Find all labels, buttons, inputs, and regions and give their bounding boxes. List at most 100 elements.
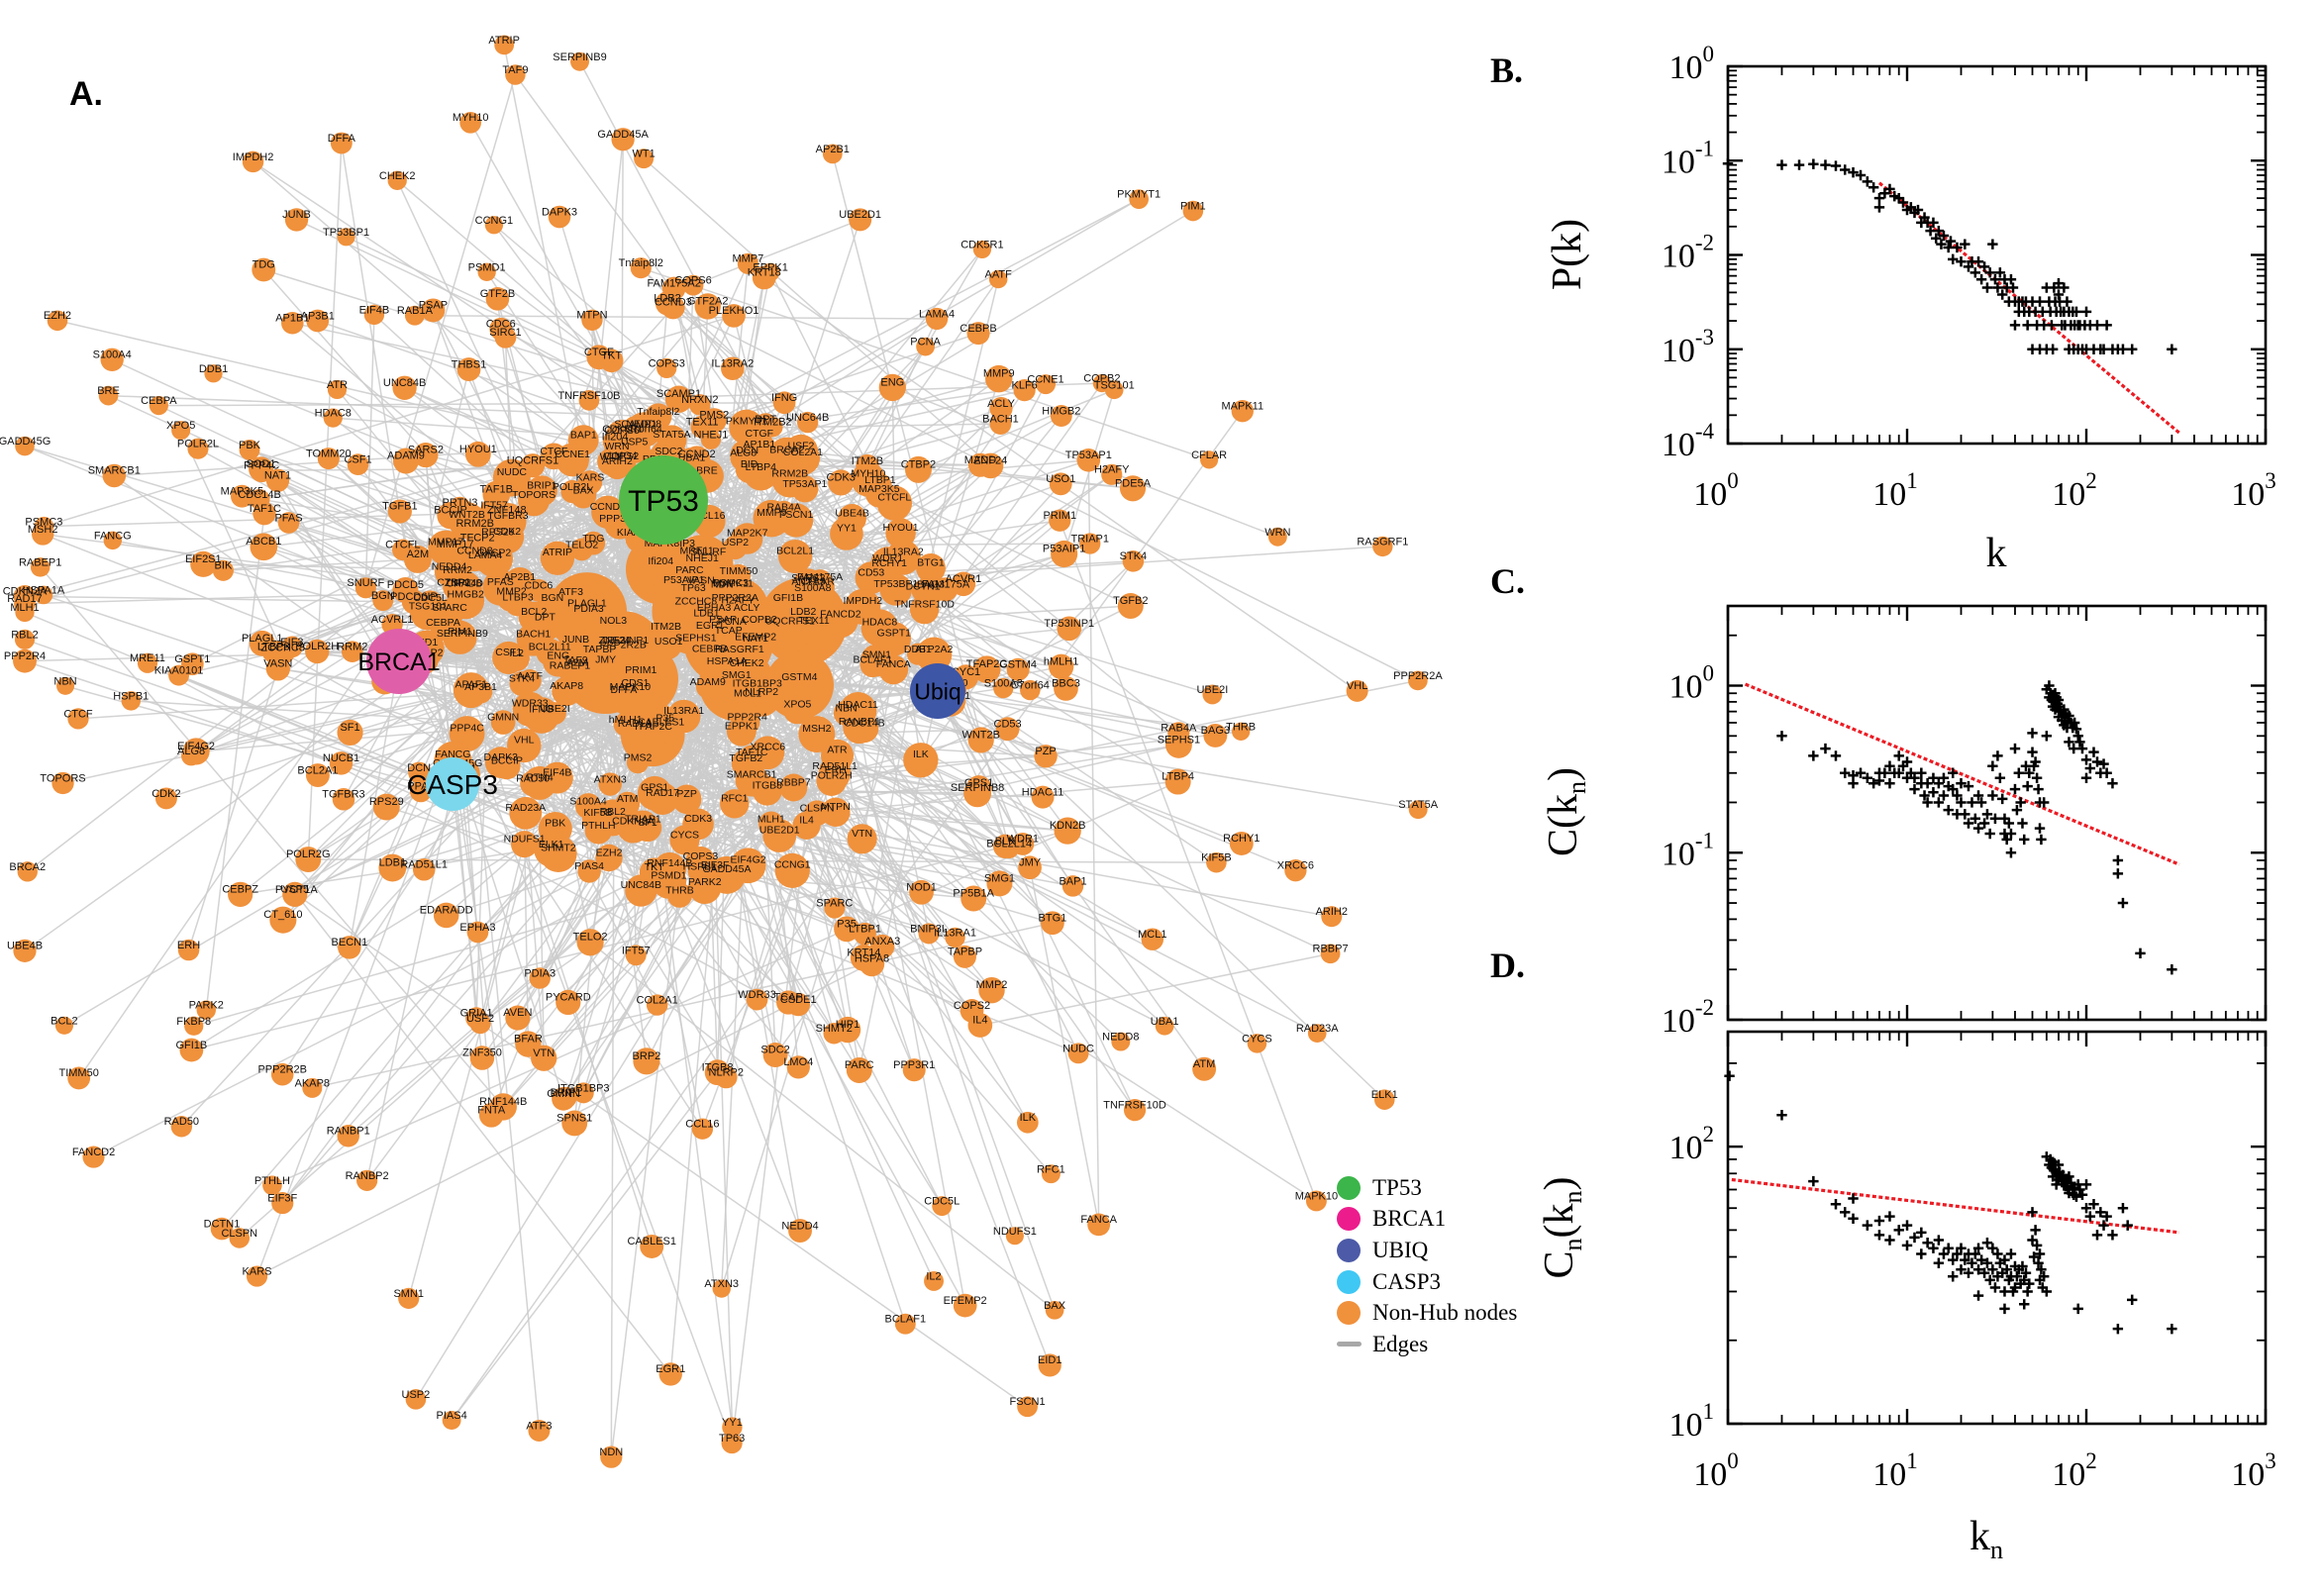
gene-label: PARC [845,1059,874,1071]
gene-node [484,216,504,235]
gene-label: H2AFY [721,594,755,606]
gene-label: XPO5 [783,699,811,711]
gene-node [570,51,589,71]
edge [937,690,1179,747]
gene-node [574,793,602,820]
gene-node [828,469,855,496]
gene-label: TKT [601,350,622,362]
gene-label: UBE2D1 [839,209,881,221]
gene-label: FANCA [1080,1214,1117,1226]
gene-node [505,1005,531,1031]
gene-node [518,484,551,517]
edge [147,662,835,1035]
gene-node [856,453,879,478]
gene-label: ATRIP [543,547,572,558]
gene-label: SMN1 [393,1288,424,1300]
gene-label: PSMC3 [713,577,749,589]
gene-label: USF2 [466,1013,494,1025]
gene-label: MMP9 [983,368,1015,380]
axis-title: C(kn) [1541,767,1591,856]
gene-label: PPP4C [244,460,279,472]
gene-label: TDG [582,533,604,545]
gene-node [989,397,1013,421]
gene-label: RANBP2 [346,1170,389,1182]
gene-node [691,1118,714,1140]
gene-node [606,677,642,714]
gene-label: FSCN1 [779,509,814,521]
gene-label: KDN2B [1050,820,1086,832]
gene-label: RBL2 [11,629,39,641]
gene-node [859,651,886,678]
gene-node [137,652,158,673]
gene-node [726,563,752,589]
gene-node [1011,832,1035,855]
gene-label: THBS1 [452,358,486,370]
gene-node [953,945,976,968]
gene-node [838,504,867,533]
gene-node [387,499,412,524]
gene-label: DFFA [328,133,356,145]
gene-node [329,751,354,775]
gene-label: PP5B1A [953,888,994,900]
gene-node [306,309,330,333]
gene-node [885,518,916,549]
tick-label: 102 [2052,1448,2097,1493]
gene-node [548,205,571,229]
gene-label: Ifi204 [648,555,673,567]
gene-label: PYCARD [546,992,591,1004]
gene-label: COPB2 [742,614,777,626]
gene-label: HSPA8 [855,953,889,965]
gene-label: SERPINB9 [553,51,606,63]
gene-node [538,811,572,846]
gene-label: WDR1 [1007,834,1039,846]
gene-node [1051,540,1078,568]
gene-label: PARK2 [189,1000,224,1012]
gene-node [945,927,965,948]
gene-label: HYOU1 [882,522,918,534]
edge [866,278,999,467]
gene-label: PBK [545,817,565,829]
gene-node [398,1287,420,1309]
gene-label: AKAP8 [295,1077,330,1089]
gene-node [985,364,1013,393]
gene-node [633,1047,660,1075]
gene-label: TDG [252,259,275,271]
gene-label: DPT [755,414,776,426]
gene-label: DCTN1 [204,1218,241,1230]
gene-node [401,589,427,615]
gene-label: ITM2B [852,455,883,467]
gene-node [1346,679,1368,702]
gene-label: COPS6 [674,275,711,287]
gene-node [798,716,836,753]
gene-node [703,858,727,881]
gene-node [102,463,127,488]
gene-label: TEX11 [686,416,719,428]
gene-node [196,1000,216,1020]
gene-label: WRN [1264,527,1290,539]
gene-label: COPS3 [649,357,685,369]
gene-label: PPP2R2B [600,639,647,650]
gene-label: COPB2 [1083,373,1120,385]
gene-label: RRM2B [455,518,494,530]
gene-label: HSPB1 [113,690,149,702]
gene-node [412,858,436,881]
gene-node [721,356,745,380]
gene-label: FAM175A [922,579,970,591]
gene-node [262,1175,282,1196]
gene-node [722,304,746,328]
gene-label: SCAMP1 [656,388,701,400]
gene-node [630,257,652,279]
gene-node [695,674,720,699]
plot-frame [1726,604,2268,1022]
gene-node [821,797,851,828]
gene-node [1141,928,1164,950]
gene-node [34,516,54,537]
gene-node [924,1271,944,1291]
gene-label: RFC1 [721,793,749,805]
gene-node [252,257,276,282]
gene-label: STK4 [1120,550,1148,562]
gene-node [779,503,814,538]
gene-node [1031,785,1055,809]
edge [256,933,930,1277]
gene-node [1232,722,1251,741]
